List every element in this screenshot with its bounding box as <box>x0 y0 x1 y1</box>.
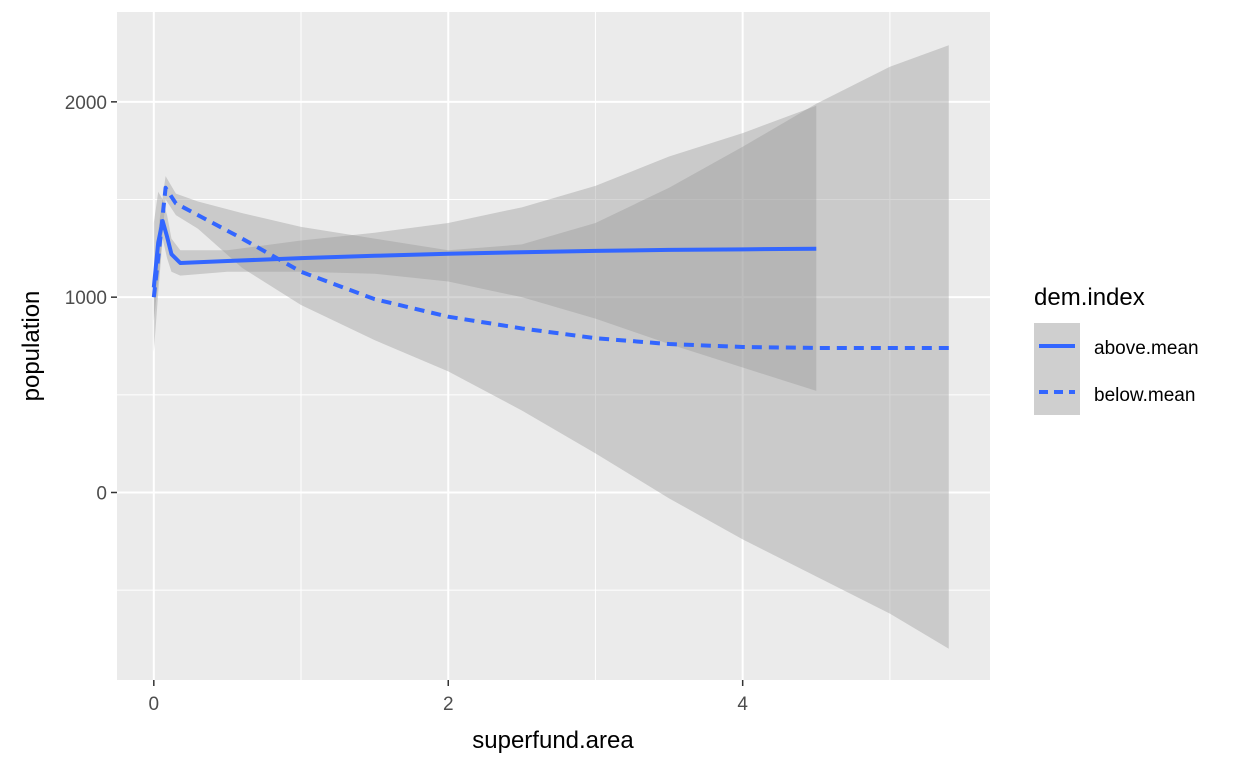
confidence-ribbons <box>153 45 949 649</box>
x-axis: 0 2 4 <box>149 680 748 715</box>
x-axis-title: superfund.area <box>472 727 634 754</box>
x-tick-label: 4 <box>737 694 748 715</box>
y-tick-label: 1000 <box>65 288 107 309</box>
legend-label-below-mean: below.mean <box>1094 385 1195 406</box>
series-line-below-mean <box>151 185 949 350</box>
y-tick-label: 2000 <box>65 93 107 114</box>
y-tick-label: 0 <box>96 483 107 504</box>
y-axis-title: population <box>18 291 45 402</box>
x-tick-label: 0 <box>149 694 160 715</box>
ribbon-below-mean <box>153 45 949 649</box>
series-line-above-mean <box>151 218 817 288</box>
series-lines <box>151 185 949 350</box>
legend-title: dem.index <box>1034 284 1145 311</box>
x-tick-label: 2 <box>443 694 454 715</box>
grid-major <box>117 12 990 680</box>
legend-label-above-mean: above.mean <box>1094 338 1199 359</box>
ribbon-above-mean <box>153 105 817 391</box>
legend: dem.index above.mean below.mean <box>1034 284 1199 415</box>
y-axis: 0 1000 2000 <box>65 93 117 504</box>
